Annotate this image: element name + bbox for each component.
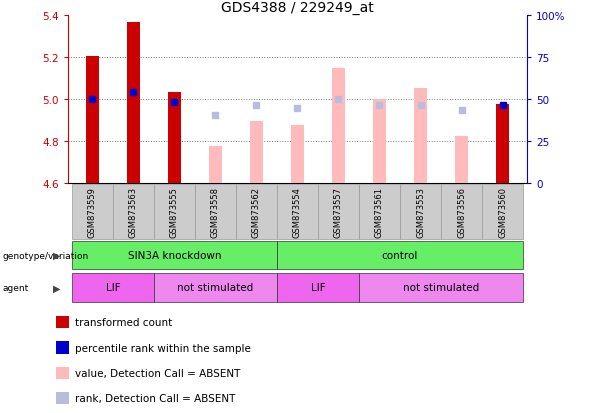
Bar: [359, 185, 400, 240]
Bar: [72, 241, 277, 270]
Bar: [277, 241, 523, 270]
Title: GDS4388 / 229249_at: GDS4388 / 229249_at: [221, 1, 374, 15]
Bar: [55, 316, 68, 328]
Text: LIF: LIF: [310, 282, 325, 293]
Text: GSM873561: GSM873561: [375, 187, 384, 237]
Bar: [482, 185, 523, 240]
Text: GSM873553: GSM873553: [416, 187, 425, 237]
Text: GSM873560: GSM873560: [498, 187, 507, 237]
Text: transformed count: transformed count: [75, 318, 172, 328]
Text: GSM873563: GSM873563: [129, 187, 138, 237]
Bar: [236, 185, 277, 240]
Text: control: control: [382, 250, 418, 261]
Text: not stimulated: not stimulated: [403, 282, 479, 293]
Text: rank, Detection Call = ABSENT: rank, Detection Call = ABSENT: [75, 393, 235, 403]
Text: percentile rank within the sample: percentile rank within the sample: [75, 343, 251, 353]
Bar: [332, 69, 345, 184]
Bar: [127, 23, 140, 184]
Bar: [250, 122, 263, 184]
Text: agent: agent: [3, 283, 29, 292]
Bar: [113, 185, 154, 240]
Text: value, Detection Call = ABSENT: value, Detection Call = ABSENT: [75, 368, 240, 378]
Bar: [318, 185, 359, 240]
Text: GSM873558: GSM873558: [211, 187, 220, 237]
Bar: [373, 100, 386, 184]
Bar: [55, 367, 68, 379]
Text: ▶: ▶: [54, 282, 61, 293]
Bar: [55, 342, 68, 354]
Bar: [168, 93, 181, 184]
Bar: [291, 126, 304, 184]
Bar: [154, 273, 277, 302]
Text: LIF: LIF: [105, 282, 120, 293]
Text: GSM873556: GSM873556: [457, 187, 466, 237]
Bar: [359, 273, 523, 302]
Bar: [400, 185, 441, 240]
Text: GSM873555: GSM873555: [170, 187, 179, 237]
Bar: [414, 89, 426, 184]
Text: not stimulated: not stimulated: [177, 282, 253, 293]
Bar: [209, 147, 221, 184]
Text: genotype/variation: genotype/variation: [3, 251, 89, 260]
Bar: [277, 273, 359, 302]
Bar: [195, 185, 236, 240]
Bar: [154, 185, 195, 240]
Bar: [72, 185, 113, 240]
Bar: [72, 273, 154, 302]
Bar: [455, 137, 468, 184]
Bar: [441, 185, 482, 240]
Text: GSM873557: GSM873557: [334, 187, 343, 237]
Bar: [86, 57, 98, 184]
Bar: [277, 185, 318, 240]
Text: GSM873559: GSM873559: [88, 187, 97, 237]
Text: GSM873554: GSM873554: [293, 187, 302, 237]
Text: GSM873562: GSM873562: [252, 187, 261, 237]
Text: SIN3A knockdown: SIN3A knockdown: [128, 250, 221, 261]
Text: ▶: ▶: [54, 250, 61, 261]
Bar: [497, 105, 509, 184]
Bar: [55, 392, 68, 404]
